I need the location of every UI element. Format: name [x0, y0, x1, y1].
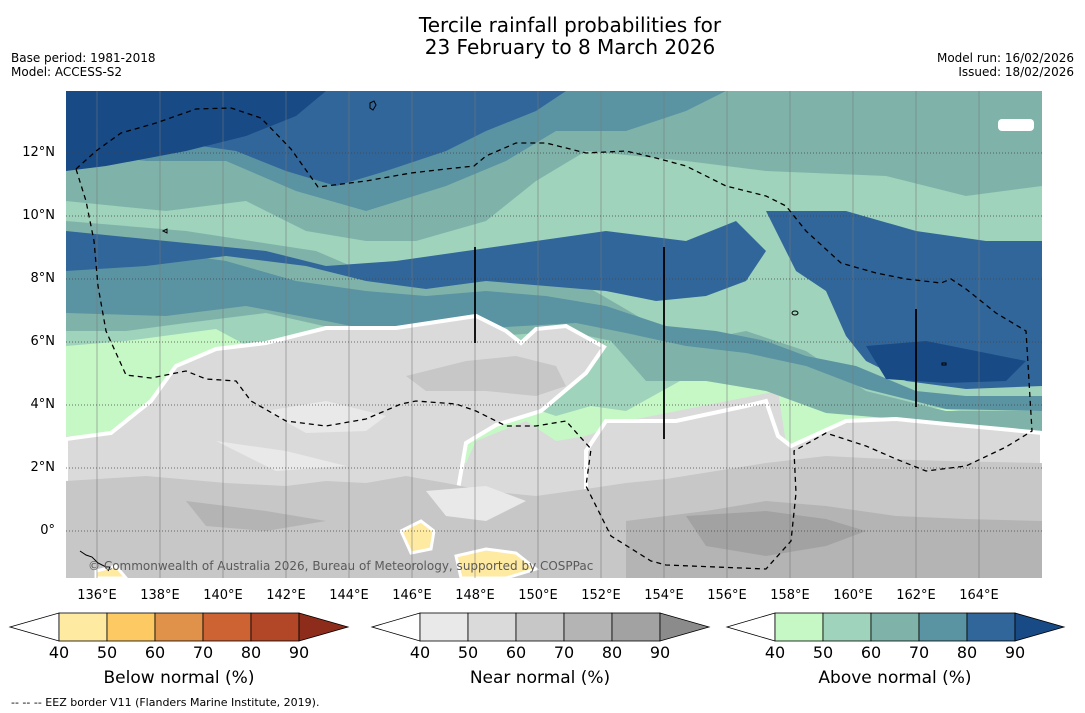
above-swatch-4 — [918, 612, 968, 642]
base-period: Base period: 1981-2018 — [11, 51, 156, 65]
below-swatch-5 — [250, 612, 300, 642]
colorbar-below — [8, 612, 350, 642]
below-tick-40: 40 — [48, 643, 70, 662]
map-title: Tercile rainfall probabilities for 23 Fe… — [0, 14, 1085, 58]
lon-label-156e: 156°E — [707, 588, 747, 603]
above-normal-title: Above normal (%) — [818, 668, 972, 688]
lon-label-138e: 138°E — [140, 588, 180, 603]
below-tick-90: 90 — [288, 643, 310, 662]
lon-label-142e: 142°E — [266, 588, 306, 603]
near-swatch-3 — [515, 612, 565, 642]
above-normal-whitepatch — [998, 119, 1034, 131]
eez-border — [75, 107, 1033, 570]
lon-label-144e: 144°E — [329, 588, 369, 603]
lon-label-146e: 146°E — [392, 588, 432, 603]
lon-label-160e: 160°E — [833, 588, 873, 603]
near-normal-70 — [686, 511, 866, 556]
issued-date: Issued: 18/02/2026 — [958, 65, 1074, 79]
above-arrow-high — [1014, 612, 1066, 642]
colorbar-near — [370, 612, 711, 642]
lat-label-4n: 4°N — [30, 397, 56, 412]
title-line-2: 23 February to 8 March 2026 — [424, 35, 716, 59]
above-swatch-3 — [870, 612, 920, 642]
lon-label-136e: 136°E — [77, 588, 117, 603]
above-arrow-low — [725, 612, 776, 642]
below-tick-60: 60 — [144, 643, 166, 662]
near-tick-80: 80 — [601, 643, 623, 662]
above-swatch-1 — [774, 612, 824, 642]
above-normal-80 — [66, 91, 1042, 389]
boundary-lines — [474, 247, 917, 439]
near-arrow-low — [370, 612, 421, 642]
below-arrow-high — [298, 612, 350, 642]
model-run: Model run: 16/02/2026 — [936, 51, 1074, 65]
lon-label-162e: 162°E — [896, 588, 936, 603]
lat-label-2n: 2°N — [30, 460, 56, 475]
map-panel: © Commonwealth of Australia 2026, Bureau… — [66, 91, 1042, 578]
above-swatch-5 — [966, 612, 1016, 642]
near-tick-40: 40 — [409, 643, 431, 662]
lon-label-158e: 158°E — [770, 588, 810, 603]
copyright-text: © Commonwealth of Australia 2026, Bureau… — [88, 559, 593, 573]
meta-right: Model run: 16/02/2026 Issued: 18/02/2026 — [937, 51, 1074, 79]
above-tick-70: 70 — [908, 643, 930, 662]
lon-label-152e: 152°E — [581, 588, 621, 603]
below-tick-70: 70 — [192, 643, 214, 662]
above-swatch-2 — [822, 612, 872, 642]
model-name: Model: ACCESS-S2 — [11, 65, 123, 79]
lon-label-148e: 148°E — [455, 588, 495, 603]
near-swatch-2 — [467, 612, 517, 642]
lat-label-8n: 8°N — [30, 271, 56, 286]
lat-label-12n: 12°N — [22, 145, 55, 160]
lon-label-164e: 164°E — [959, 588, 999, 603]
lat-gridlines — [66, 152, 1042, 532]
above-tick-50: 50 — [812, 643, 834, 662]
below-swatch-3 — [154, 612, 204, 642]
near-normal-40-light — [216, 401, 526, 521]
near-swatch-5 — [611, 612, 661, 642]
lon-label-150e: 150°E — [518, 588, 558, 603]
above-tick-90: 90 — [1004, 643, 1026, 662]
lat-label-0: 0° — [40, 523, 55, 538]
above-tick-60: 60 — [860, 643, 882, 662]
lon-label-154e: 154°E — [644, 588, 684, 603]
near-swatch-4 — [563, 612, 613, 642]
near-arrow-high — [659, 612, 711, 642]
islands — [79, 100, 947, 572]
lat-label-10n: 10°N — [22, 208, 55, 223]
near-tick-90: 90 — [649, 643, 671, 662]
below-swatch-2 — [106, 612, 156, 642]
above-tick-80: 80 — [956, 643, 978, 662]
near-swatch-1 — [419, 612, 469, 642]
below-normal-title: Below normal (%) — [103, 668, 255, 688]
near-tick-50: 50 — [457, 643, 479, 662]
above-normal-90 — [66, 91, 1026, 383]
below-swatch-1 — [58, 612, 108, 642]
below-arrow-low — [8, 612, 60, 642]
below-swatch-4 — [202, 612, 252, 642]
lat-label-6n: 6°N — [30, 334, 56, 349]
map-svg: © Commonwealth of Australia 2026, Bureau… — [66, 91, 1042, 578]
above-tick-40: 40 — [764, 643, 786, 662]
below-tick-50: 50 — [96, 643, 118, 662]
colorbars-svg — [8, 612, 1066, 642]
title-line-1: Tercile rainfall probabilities for — [418, 13, 722, 37]
near-tick-70: 70 — [553, 643, 575, 662]
near-tick-60: 60 — [505, 643, 527, 662]
lon-label-140e: 140°E — [203, 588, 243, 603]
near-normal-title: Near normal (%) — [469, 668, 611, 688]
meta-left: Base period: 1981-2018 Model: ACCESS-S2 — [11, 51, 156, 79]
colorbar-above — [725, 612, 1066, 642]
eez-footnote: -- -- -- EEZ border V11 (Flanders Marine… — [11, 696, 320, 709]
below-tick-80: 80 — [240, 643, 262, 662]
